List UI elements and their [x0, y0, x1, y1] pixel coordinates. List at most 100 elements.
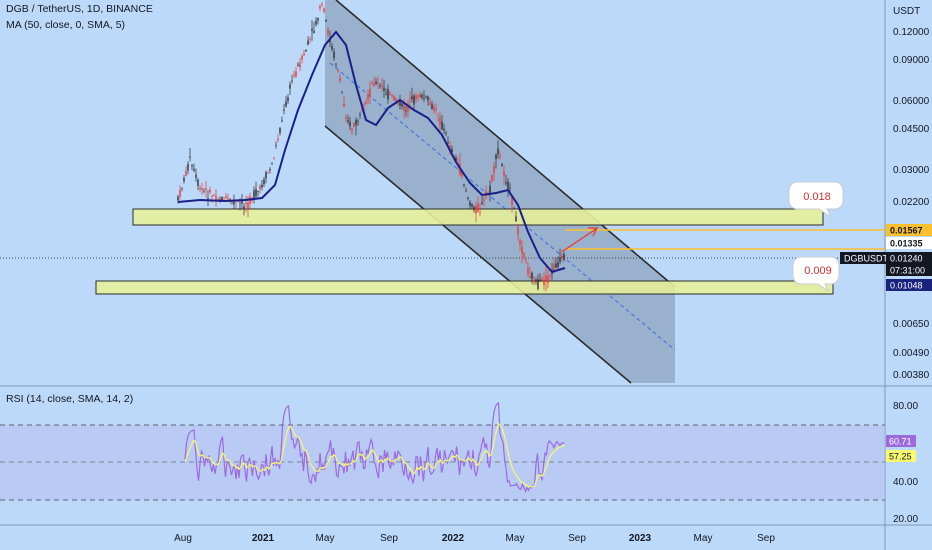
- candle: [417, 94, 419, 102]
- candle: [271, 162, 273, 165]
- time-tick-label: 2022: [442, 533, 465, 544]
- candle: [289, 81, 291, 95]
- candle: [561, 250, 563, 262]
- candle: [199, 185, 201, 193]
- candle: [343, 96, 345, 108]
- candle: [425, 95, 427, 99]
- candle: [559, 248, 561, 265]
- callout-0009[interactable]: 0.009: [792, 256, 840, 293]
- svg-text:DGBUSDT: DGBUSDT: [844, 254, 889, 264]
- svg-text:0.01240: 0.01240: [890, 254, 923, 264]
- price-tag: 0.01048: [886, 279, 932, 291]
- candle: [217, 197, 219, 200]
- candle: [463, 183, 465, 188]
- time-tick-label: Sep: [568, 533, 586, 544]
- candle: [333, 48, 335, 62]
- rsi-line: [184, 401, 565, 494]
- candle: [505, 174, 507, 186]
- candle: [381, 78, 383, 92]
- callout-text: 0.009: [804, 265, 832, 277]
- candle: [373, 76, 375, 88]
- callout-0018[interactable]: 0.018: [788, 181, 844, 219]
- candle: [421, 93, 423, 100]
- candle: [243, 203, 245, 216]
- candle: [465, 187, 467, 193]
- ma-indicator-label: MA (50, close, 0, SMA, 5): [6, 19, 126, 31]
- channel-lower-line: [324, 125, 632, 384]
- candle: [295, 66, 297, 78]
- candle: [531, 271, 533, 285]
- price-tag: 0.01335: [886, 237, 932, 249]
- price-tick-label: 0.02200: [893, 197, 930, 208]
- candle: [471, 203, 473, 208]
- candle: [383, 79, 385, 99]
- candle: [369, 81, 371, 105]
- candle: [225, 192, 227, 199]
- projection-arrow: [562, 228, 597, 252]
- candle: [423, 90, 425, 103]
- candle: [285, 95, 287, 108]
- candle: [249, 192, 251, 209]
- candle: [347, 114, 349, 125]
- rsi-indicator-label: RSI (14, close, SMA, 14, 2): [6, 393, 134, 405]
- candle: [519, 237, 521, 251]
- candle: [529, 266, 531, 279]
- candle: [269, 166, 271, 174]
- candle: [177, 194, 179, 204]
- candle: [303, 49, 305, 57]
- candle: [213, 193, 215, 197]
- candle: [389, 91, 391, 96]
- candle: [399, 94, 401, 110]
- rsi-tick-label: 20.00: [893, 514, 918, 525]
- candle: [263, 176, 265, 187]
- rsi-tag: 60.71: [886, 435, 916, 447]
- candle: [291, 74, 293, 84]
- svg-text:57.25: 57.25: [889, 452, 912, 462]
- candle: [305, 49, 307, 52]
- candle: [429, 97, 431, 106]
- candle: [353, 121, 355, 127]
- candle: [533, 275, 535, 286]
- candle: [479, 202, 481, 217]
- candle: [319, 4, 321, 12]
- rsi-axis-ticks: 80.00 40.00 20.00: [893, 401, 918, 525]
- candle: [253, 186, 255, 204]
- candle: [185, 166, 187, 177]
- candle: [415, 92, 417, 103]
- candle: [267, 170, 269, 174]
- candle: [427, 95, 429, 106]
- candle: [207, 189, 209, 207]
- candle: [401, 102, 403, 110]
- support-zone[interactable]: [95, 280, 834, 295]
- candle: [447, 136, 449, 145]
- candle: [299, 57, 301, 72]
- candle: [467, 196, 469, 201]
- price-tick-label: 0.04500: [893, 124, 930, 135]
- rsi-tag: 57.25: [886, 450, 916, 462]
- candle: [355, 117, 357, 136]
- price-tick-label: 0.00650: [893, 319, 930, 330]
- candle: [499, 150, 501, 160]
- candle: [537, 274, 539, 291]
- candle: [323, 7, 325, 14]
- candle: [209, 186, 211, 194]
- candle: [275, 141, 277, 149]
- arrow-head-icon: [588, 227, 599, 237]
- price-tag: DGBUSDT: [840, 252, 889, 264]
- candle: [193, 163, 195, 173]
- candle: [357, 118, 359, 126]
- candle: [281, 116, 283, 123]
- candle: [391, 94, 393, 98]
- price-axis-ticks: 0.12000 0.09000 0.06000 0.04500 0.03000 0.022…: [893, 27, 930, 381]
- svg-text:60.71: 60.71: [889, 437, 912, 447]
- time-tick-label: 2023: [629, 533, 652, 544]
- candle: [549, 273, 551, 281]
- time-tick-label: May: [506, 533, 525, 544]
- candle: [201, 183, 203, 195]
- candle: [257, 190, 259, 197]
- candle: [325, 18, 327, 23]
- candle: [521, 240, 523, 264]
- candle: [337, 69, 339, 73]
- candle: [413, 93, 415, 112]
